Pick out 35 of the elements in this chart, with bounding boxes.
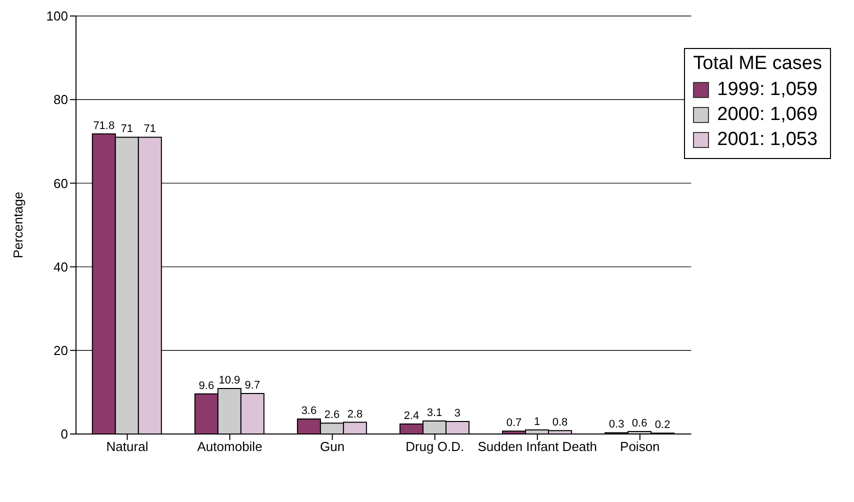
x-tick-label: Gun [320, 439, 345, 454]
data-label: 10.9 [218, 374, 240, 386]
x-tick-label: Automobile [197, 439, 262, 454]
data-label: 2.6 [324, 409, 340, 422]
y-tick-label: 60 [54, 176, 68, 191]
data-label: 0.3 [608, 418, 624, 431]
x-tick-label: Sudden Infant Death [478, 439, 598, 454]
data-label: 9.7 [244, 379, 260, 392]
data-label: 1 [534, 416, 540, 428]
y-tick-label: 20 [54, 343, 68, 358]
legend-label: 1999: 1,059 [716, 79, 819, 101]
data-label: 9.6 [198, 380, 214, 392]
data-label: 0.8 [552, 416, 568, 429]
data-label: 0.2 [654, 419, 670, 432]
legend-label: 2001: 1,053 [716, 129, 819, 151]
y-tick-label: 40 [54, 259, 68, 274]
data-label: 71 [144, 123, 156, 136]
data-label: 2.4 [404, 410, 420, 422]
legend-label: 2000: 1,069 [716, 104, 819, 126]
data-label: 71.8 [93, 120, 115, 132]
legend-title: Total ME cases [693, 53, 822, 75]
y-tick-label: 80 [54, 92, 68, 108]
data-label: 0.7 [506, 417, 522, 430]
data-label: 2.8 [347, 408, 363, 420]
y-tick-label: 100 [46, 8, 68, 24]
data-label: 3 [454, 407, 461, 420]
x-tick-label: Drug O.D. [406, 439, 464, 454]
data-label: 3.6 [301, 404, 317, 417]
data-label: 3.1 [426, 407, 442, 420]
data-label: 71 [120, 123, 134, 136]
x-tick-label: Natural [106, 439, 148, 454]
x-tick-label: Poison [620, 439, 660, 454]
data-label: 0.6 [632, 417, 648, 430]
y-axis-title: Percentage [10, 192, 26, 258]
y-tick-label: 0 [60, 426, 68, 442]
